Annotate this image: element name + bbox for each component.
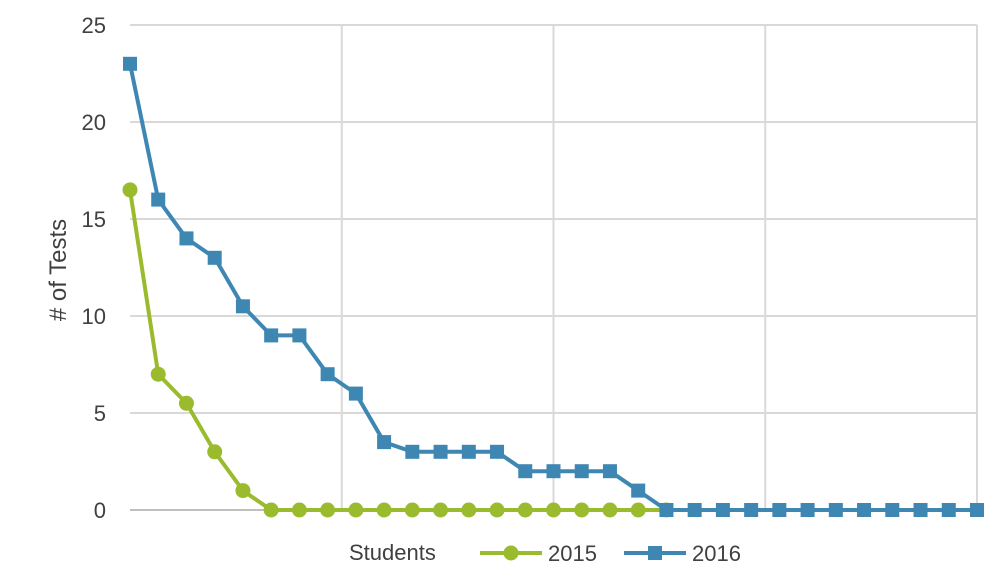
- data-point: [122, 182, 138, 198]
- data-point: [631, 483, 646, 498]
- data-point: [405, 444, 420, 459]
- data-point: [123, 56, 137, 71]
- data-point: [659, 503, 674, 517]
- data-point: [235, 299, 250, 314]
- data-point: [376, 502, 392, 518]
- data-point: [433, 444, 448, 459]
- legend-label: 2015: [548, 541, 597, 566]
- data-point: [687, 503, 702, 517]
- data-point: [857, 503, 872, 517]
- data-point: [970, 503, 984, 517]
- data-point: [630, 502, 646, 518]
- y-tick-label: 5: [94, 401, 106, 426]
- data-point: [264, 328, 279, 343]
- data-point: [574, 502, 590, 518]
- data-point: [235, 483, 251, 499]
- gridlines: [130, 24, 978, 510]
- data-point: [461, 502, 477, 518]
- data-point: [461, 444, 476, 459]
- data-point: [913, 503, 928, 517]
- series-lines: [122, 56, 984, 518]
- y-axis-title: # of Tests: [45, 219, 72, 321]
- data-point: [151, 192, 166, 207]
- data-point: [179, 231, 194, 246]
- y-tick-label: 0: [94, 498, 106, 523]
- legend: Students 2015 2016: [349, 540, 741, 566]
- data-point: [207, 444, 223, 460]
- data-point: [292, 328, 307, 343]
- data-point: [489, 502, 505, 518]
- data-point: [404, 502, 420, 518]
- legend-marker: [648, 546, 662, 560]
- data-point: [291, 502, 307, 518]
- data-point: [377, 435, 392, 450]
- data-point: [546, 502, 561, 518]
- data-point: [885, 503, 900, 517]
- series-2016: [123, 56, 984, 517]
- data-point: [207, 250, 222, 265]
- data-point: [178, 395, 194, 411]
- data-point: [602, 464, 617, 479]
- data-point: [602, 502, 618, 518]
- legend-item-2015: 2015: [480, 541, 597, 566]
- data-point: [150, 366, 166, 382]
- legend-item-2016: 2016: [624, 541, 741, 566]
- y-tick-label: 10: [82, 304, 106, 329]
- data-point: [517, 502, 533, 518]
- series-2015: [122, 182, 674, 518]
- y-tick-label: 20: [82, 110, 106, 135]
- data-point: [744, 503, 759, 517]
- data-point: [348, 502, 364, 518]
- data-point: [518, 464, 533, 479]
- data-point: [263, 502, 279, 518]
- series-line-2015: [128, 189, 667, 512]
- data-point: [715, 503, 730, 517]
- data-point: [320, 502, 336, 518]
- data-point: [828, 503, 843, 517]
- y-tick-labels: 0 5 10 15 20 25: [82, 13, 106, 523]
- data-point: [772, 503, 787, 517]
- data-point: [546, 464, 561, 479]
- y-tick-label: 25: [82, 13, 106, 38]
- data-point: [433, 502, 449, 518]
- legend-marker: [503, 545, 519, 561]
- data-point: [800, 503, 815, 517]
- data-point: [941, 503, 956, 517]
- legend-label: 2016: [692, 541, 741, 566]
- data-point: [348, 386, 363, 401]
- data-point: [320, 367, 335, 382]
- x-axis-title: Students: [349, 540, 436, 565]
- data-point: [490, 444, 505, 459]
- data-point: [574, 464, 589, 479]
- y-tick-label: 15: [82, 207, 106, 232]
